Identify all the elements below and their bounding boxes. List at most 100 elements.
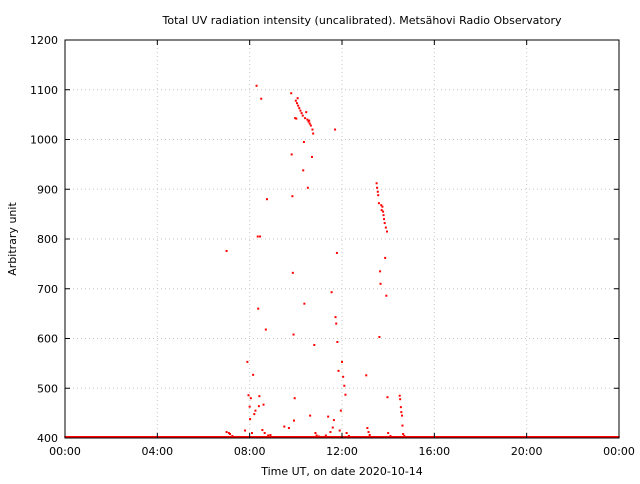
data-point bbox=[339, 409, 342, 412]
data-point bbox=[365, 374, 368, 377]
y-tick-label: 800 bbox=[37, 233, 58, 246]
data-point bbox=[283, 425, 286, 428]
data-point bbox=[290, 153, 293, 156]
data-point bbox=[253, 413, 256, 416]
data-point bbox=[292, 419, 295, 422]
data-point bbox=[269, 434, 272, 437]
y-tick-label: 1200 bbox=[30, 34, 58, 47]
y-tick-label: 1000 bbox=[30, 134, 58, 147]
x-tick-label: 20:00 bbox=[511, 445, 543, 458]
data-point bbox=[297, 104, 300, 107]
data-point bbox=[298, 107, 301, 110]
data-point bbox=[249, 397, 252, 400]
data-point bbox=[263, 432, 266, 435]
data-point bbox=[387, 432, 390, 435]
data-point bbox=[345, 432, 348, 435]
data-point bbox=[294, 99, 297, 102]
data-point bbox=[335, 251, 338, 254]
data-point bbox=[309, 124, 312, 127]
data-point bbox=[294, 117, 297, 120]
data-point bbox=[334, 316, 337, 319]
data-point bbox=[255, 84, 258, 87]
data-point bbox=[381, 205, 384, 208]
data-point bbox=[299, 109, 302, 112]
data-point bbox=[262, 403, 265, 406]
data-point bbox=[379, 282, 382, 285]
data-point bbox=[312, 132, 315, 135]
data-point bbox=[296, 97, 299, 100]
data-point bbox=[383, 222, 386, 225]
data-point bbox=[227, 432, 230, 435]
data-point bbox=[389, 435, 392, 438]
data-point bbox=[257, 405, 260, 408]
data-point bbox=[330, 291, 333, 294]
y-axis-label: Arbitrary unit bbox=[6, 202, 19, 276]
data-point bbox=[332, 419, 335, 422]
x-axis-label: Time UT, on date 2020-10-14 bbox=[260, 465, 423, 478]
data-point bbox=[386, 230, 389, 233]
data-point bbox=[337, 369, 340, 372]
y-tick-label: 900 bbox=[37, 183, 58, 196]
data-point bbox=[380, 204, 383, 207]
data-point bbox=[287, 427, 290, 430]
data-point bbox=[314, 432, 317, 435]
data-point bbox=[249, 418, 252, 421]
data-point bbox=[384, 256, 387, 259]
data-point bbox=[403, 435, 406, 438]
data-point bbox=[401, 414, 404, 417]
y-tick-label: 500 bbox=[37, 382, 58, 395]
data-point bbox=[254, 409, 257, 412]
data-point bbox=[250, 432, 253, 435]
y-tick-label: 1100 bbox=[30, 84, 58, 97]
data-point bbox=[327, 415, 330, 418]
data-point bbox=[244, 429, 247, 432]
data-point bbox=[375, 182, 378, 185]
data-point bbox=[367, 431, 370, 434]
data-point bbox=[295, 102, 298, 105]
data-point bbox=[384, 226, 387, 229]
data-point bbox=[342, 375, 345, 378]
data-point bbox=[246, 360, 249, 363]
x-tick-label: 16:00 bbox=[418, 445, 450, 458]
data-point bbox=[257, 307, 260, 310]
data-point bbox=[295, 117, 298, 120]
data-point bbox=[291, 271, 294, 274]
data-point bbox=[402, 433, 405, 436]
data-point bbox=[247, 394, 250, 397]
data-point bbox=[376, 186, 379, 189]
data-points bbox=[64, 84, 620, 439]
data-point bbox=[308, 122, 311, 125]
x-tick-label: 00:00 bbox=[49, 445, 81, 458]
x-tick-label: 04:00 bbox=[141, 445, 173, 458]
data-point bbox=[302, 140, 305, 143]
data-point bbox=[378, 336, 381, 339]
data-point bbox=[382, 214, 385, 217]
x-tick-label: 12:00 bbox=[326, 445, 358, 458]
data-point bbox=[304, 117, 307, 120]
data-point bbox=[306, 186, 309, 189]
data-point bbox=[334, 128, 337, 131]
data-point bbox=[336, 340, 339, 343]
data-point bbox=[303, 302, 306, 305]
data-point bbox=[315, 434, 318, 437]
data-point bbox=[366, 427, 369, 430]
data-point bbox=[305, 111, 308, 114]
data-point bbox=[311, 128, 314, 131]
data-point bbox=[225, 431, 228, 434]
data-point bbox=[344, 393, 347, 396]
data-point bbox=[290, 92, 293, 95]
data-point bbox=[267, 434, 270, 437]
x-tick-label: 00:00 bbox=[603, 445, 635, 458]
chart-title: Total UV radiation intensity (uncalibrat… bbox=[162, 14, 562, 27]
data-point bbox=[324, 434, 327, 437]
grid-lines bbox=[65, 40, 619, 438]
data-point bbox=[256, 235, 259, 238]
data-point bbox=[379, 270, 382, 273]
x-tick-label: 08:00 bbox=[234, 445, 266, 458]
data-point bbox=[231, 435, 234, 438]
data-point bbox=[341, 360, 343, 363]
data-point bbox=[376, 190, 379, 193]
y-tick-label: 700 bbox=[37, 283, 58, 296]
plot-frame bbox=[64, 39, 620, 439]
